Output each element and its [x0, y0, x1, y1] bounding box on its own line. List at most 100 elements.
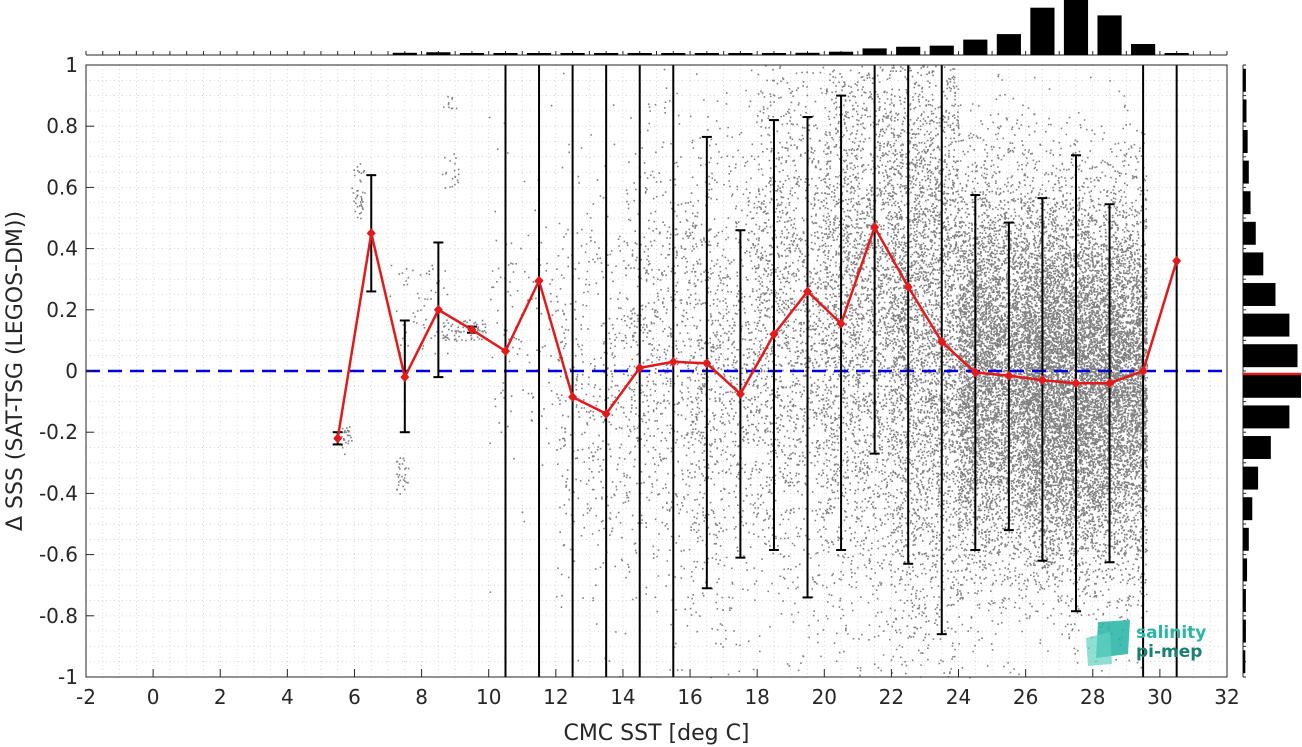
y-axis-ticks: -1 -0.8 -0.6 -0.4 -0.2 0 0.2 0.4 0.6 0.8 1 — [39, 53, 94, 689]
y-tick-label: 0.8 — [46, 114, 78, 138]
mean-point — [1004, 370, 1014, 381]
x-tick-label: -2 — [76, 685, 96, 709]
top-hist-bar — [594, 53, 619, 55]
top-hist-bar — [761, 53, 787, 55]
y-tick-label: -0.2 — [39, 420, 78, 444]
top-hist-bar — [1164, 53, 1189, 55]
x-tick-label: 8 — [415, 685, 428, 709]
top-hist-bar — [493, 53, 518, 55]
mean-point — [1105, 378, 1115, 389]
mean-point — [1172, 255, 1182, 266]
scatter-dots — [341, 65, 1149, 679]
right-hist-bar — [1243, 221, 1256, 245]
mean-point — [870, 222, 880, 233]
mean-point — [366, 228, 376, 239]
top-hist-bar — [560, 53, 585, 55]
salinity-pi-mep-logo: salinity pi-mep — [1086, 620, 1206, 666]
top-hist-bar — [1131, 44, 1156, 55]
mean-point — [668, 356, 678, 367]
x-tick-label: 28 — [1080, 685, 1105, 709]
mean-line — [336, 224, 1178, 439]
mean-point — [803, 286, 813, 297]
mean-polyline — [336, 224, 1178, 439]
x-tick-label: 32 — [1214, 685, 1239, 709]
y-tick-label: -0.6 — [39, 543, 78, 567]
logo-line-2: pi-mep — [1136, 642, 1202, 662]
x-tick-label: 22 — [879, 685, 904, 709]
x-tick-label: 18 — [744, 685, 769, 709]
mean-point — [433, 304, 443, 315]
x-axis-label: CMC SST [deg C] — [563, 721, 749, 746]
top-hist-bar — [661, 53, 686, 55]
y-tick-label: 0.4 — [46, 237, 78, 261]
right-hist-bar — [1243, 68, 1246, 92]
right-hist-bar — [1243, 99, 1247, 123]
mean-point — [333, 433, 343, 444]
x-tick-label: 26 — [1013, 685, 1038, 709]
top-hist-bar — [996, 34, 1021, 55]
x-tick-label: 4 — [281, 685, 294, 709]
y-tick-label: -0.4 — [39, 481, 78, 505]
top-hist-bar — [828, 51, 854, 55]
right-hist-bar — [1243, 130, 1248, 153]
top-hist-bar — [392, 52, 417, 55]
x-tick-label: 24 — [946, 685, 971, 709]
scatter-points — [341, 65, 1149, 679]
y-tick-label: 0.2 — [46, 298, 78, 322]
mean-point — [937, 336, 947, 347]
mean-point — [635, 362, 645, 373]
mean-point — [735, 388, 745, 399]
right-hist-bar — [1243, 313, 1290, 337]
top-hist-bar — [963, 39, 988, 55]
x-tick-label: 20 — [812, 685, 837, 709]
top-hist-bar — [862, 48, 887, 55]
right-hist-bar — [1243, 650, 1246, 674]
mean-markers — [333, 222, 1182, 444]
top-hist-bar — [459, 53, 485, 55]
top-hist-bar — [526, 53, 552, 55]
mean-point — [400, 372, 410, 383]
x-tick-label: 16 — [677, 685, 702, 709]
y-tick-label: 1 — [65, 53, 78, 77]
right-hist-bar — [1243, 344, 1298, 368]
mean-point — [769, 329, 779, 340]
y-axis-label: Δ SSS (SAT-TSG (LEGOS-DM)) — [3, 211, 28, 531]
right-hist-bar — [1243, 436, 1271, 459]
mean-point — [500, 346, 510, 357]
y-tick-label: -1 — [58, 665, 78, 689]
right-hist-bar — [1243, 466, 1259, 490]
top-hist-bar — [1063, 0, 1089, 55]
mean-point — [903, 281, 913, 292]
right-hist-bar — [1243, 374, 1301, 398]
top-hist-bar — [426, 52, 451, 55]
mean-point — [467, 324, 477, 335]
right-histogram — [1242, 64, 1301, 678]
mean-point — [702, 358, 712, 369]
mean-point — [1037, 375, 1047, 386]
y-tick-label: -0.8 — [39, 604, 78, 628]
mean-point — [836, 318, 846, 329]
right-hist-bar — [1243, 558, 1248, 582]
logo-cube-face-icon — [1086, 632, 1112, 666]
top-hist-bar — [694, 53, 719, 55]
right-hist-bar — [1243, 405, 1290, 429]
top-hist-bar — [1097, 15, 1122, 55]
x-tick-label: 2 — [214, 685, 227, 709]
x-tick-label: 10 — [476, 685, 501, 709]
mean-point — [568, 392, 578, 403]
logo-line-1: salinity — [1136, 623, 1206, 643]
x-tick-label: 30 — [1147, 685, 1172, 709]
top-hist-bar — [728, 53, 753, 55]
y-tick-label: 0.6 — [46, 175, 78, 199]
x-axis-ticks: -2 0 2 4 6 8 10 12 14 16 18 20 22 24 26 28 30 32 — [76, 669, 1240, 709]
right-hist-bar — [1243, 252, 1264, 276]
mean-point — [601, 408, 611, 419]
top-hist-bar — [929, 45, 954, 55]
mean-point — [970, 367, 980, 378]
top-hist-bar — [795, 52, 820, 55]
right-hist-bar — [1243, 160, 1249, 184]
x-tick-label: 0 — [147, 685, 160, 709]
top-hist-bar — [1030, 7, 1055, 55]
right-hist-bar — [1243, 619, 1246, 643]
